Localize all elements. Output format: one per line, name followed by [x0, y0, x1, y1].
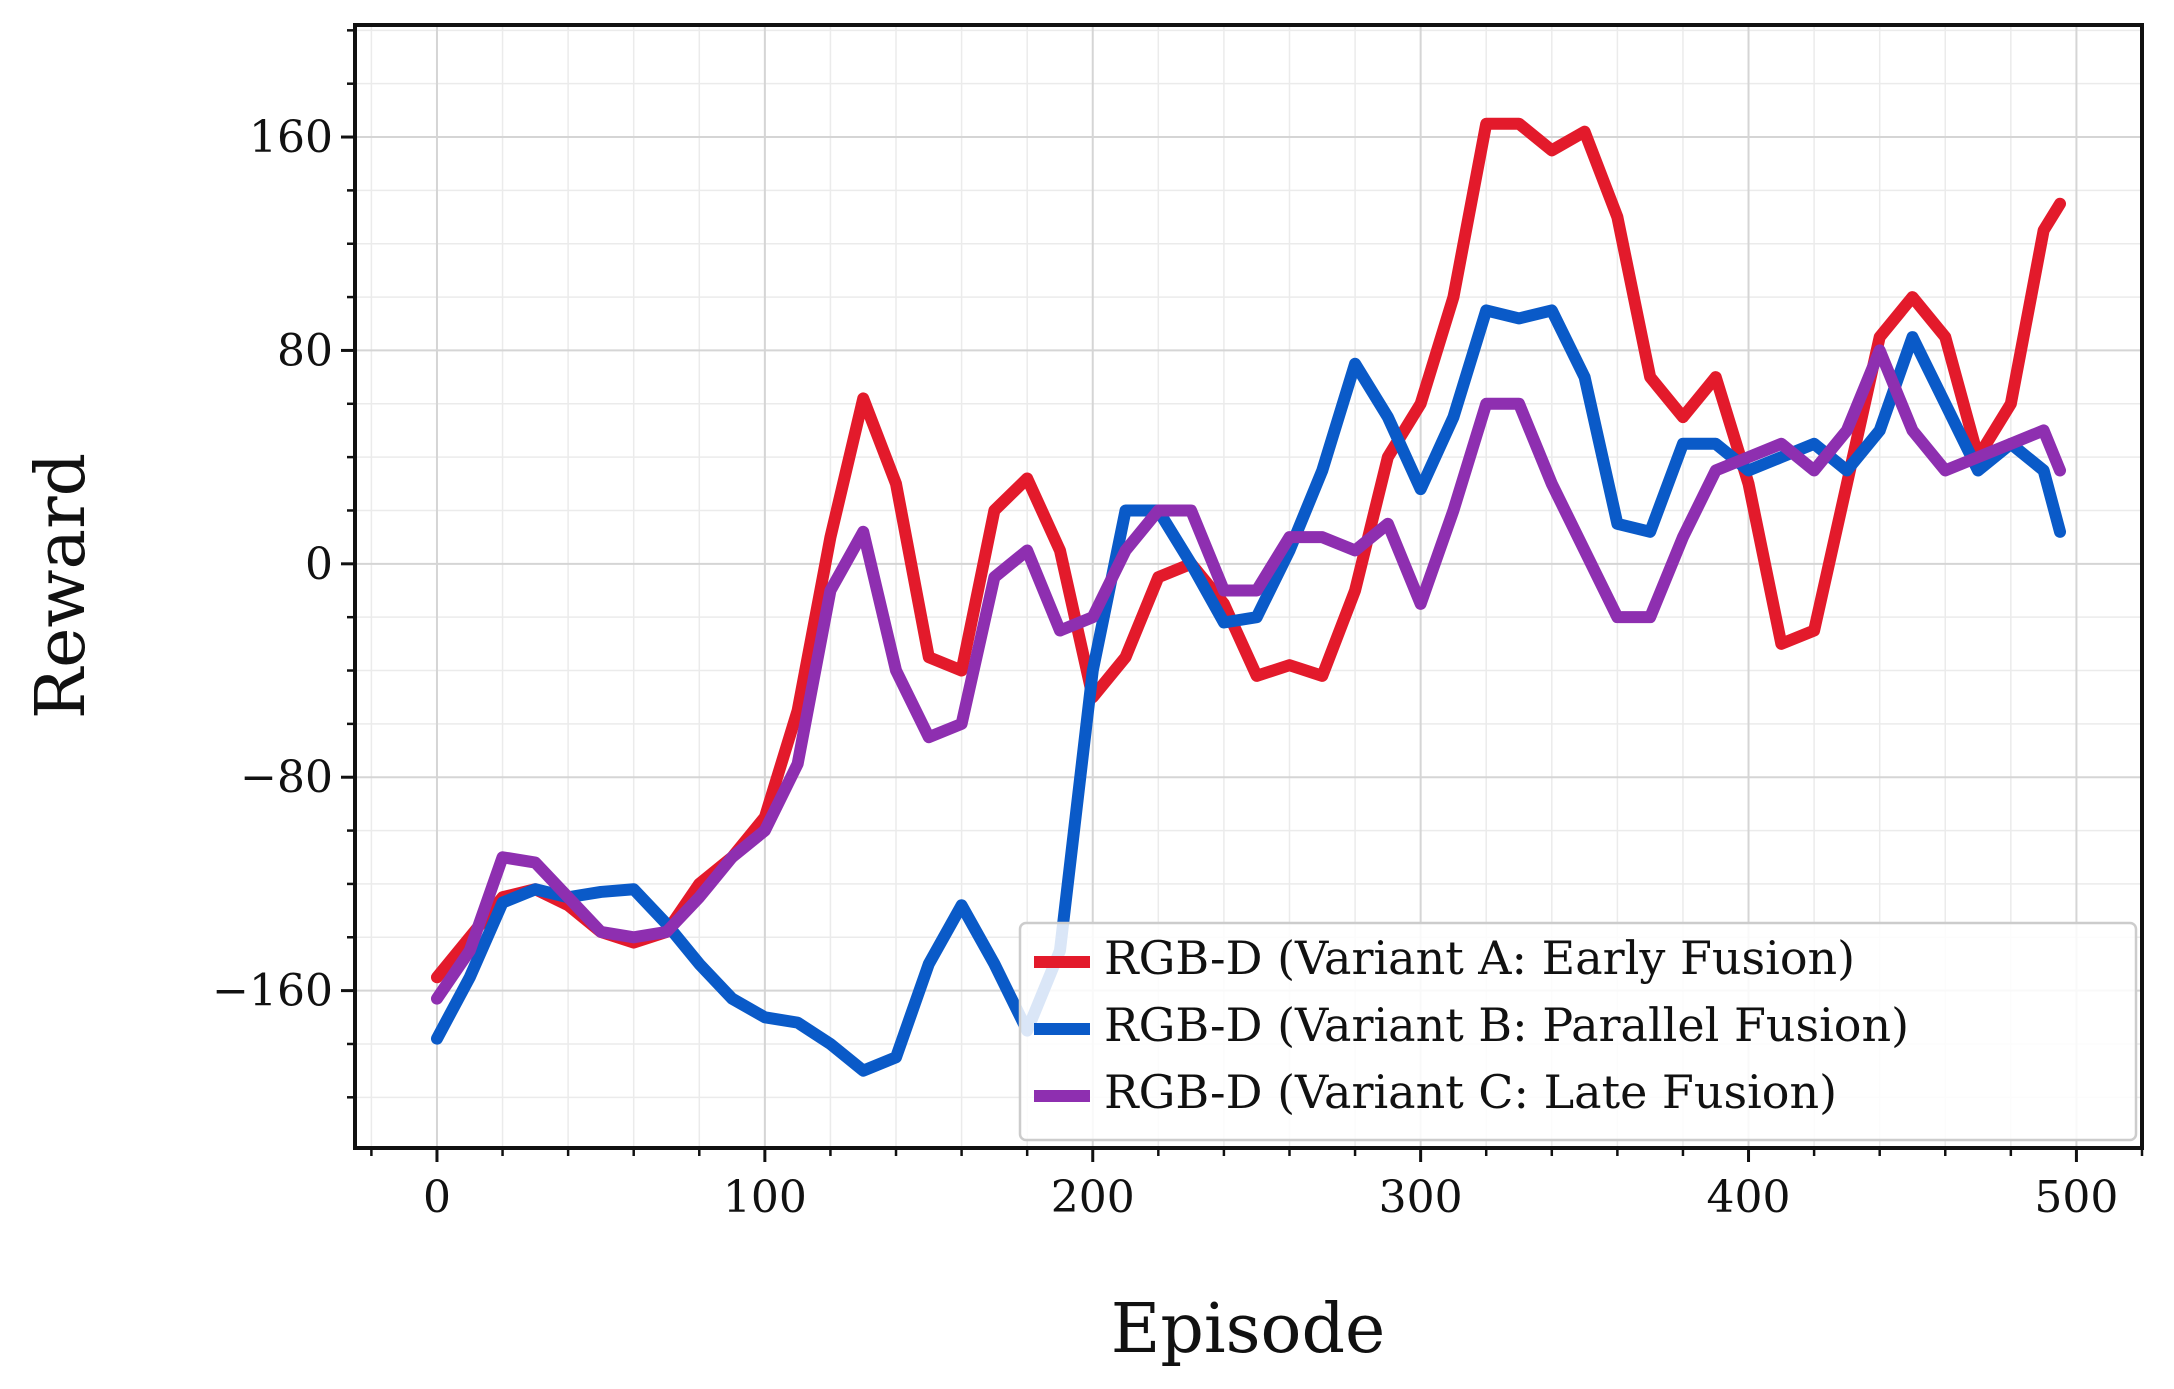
legend-label: RGB-D (Variant A: Early Fusion) — [1104, 931, 1855, 985]
x-axis-label: Episode — [1111, 1290, 1386, 1369]
legend-box — [1018, 921, 2138, 1142]
x-tick-label: 300 — [1379, 1172, 1463, 1223]
y-tick-label: 0 — [305, 539, 333, 590]
legend-label: RGB-D (Variant B: Parallel Fusion) — [1104, 998, 1909, 1052]
x-tick-label: 200 — [1051, 1172, 1135, 1223]
y-tick-label: 80 — [277, 325, 333, 376]
series-line — [430, 344, 2067, 1005]
plot-frame — [353, 23, 2144, 1150]
y-tick-label: −80 — [240, 752, 333, 803]
series-line — [430, 117, 2067, 984]
legend-label: RGB-D (Variant C: Late Fusion) — [1104, 1065, 1837, 1119]
y-axis-label: Reward — [22, 453, 101, 719]
y-tick-label: −160 — [212, 966, 333, 1017]
x-tick-label: 500 — [2034, 1172, 2118, 1223]
y-tick-label: 160 — [249, 112, 333, 163]
x-tick-label: 0 — [423, 1172, 451, 1223]
x-tick-label: 400 — [1707, 1172, 1791, 1223]
x-tick-label: 100 — [723, 1172, 807, 1223]
series-line — [430, 304, 2067, 1077]
legend: RGB-D (Variant A: Early Fusion) RGB-D (Va… — [1018, 921, 2138, 1142]
